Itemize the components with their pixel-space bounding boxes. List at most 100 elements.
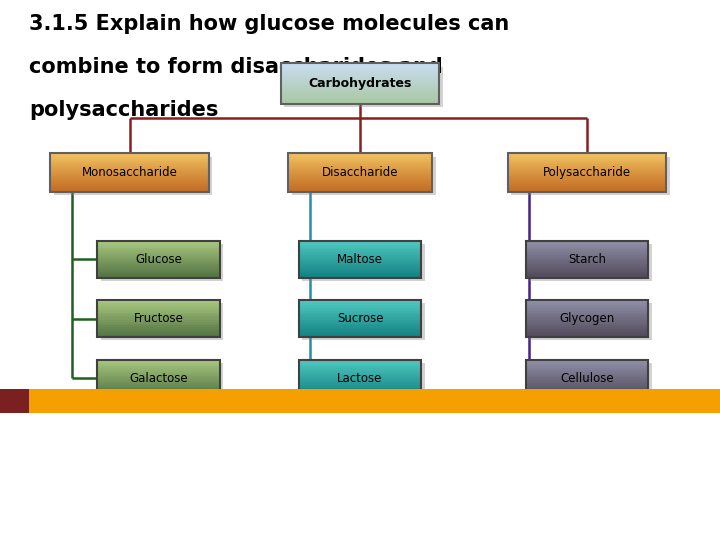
Bar [299,251,421,254]
Bar [284,66,443,107]
Bar [101,363,223,400]
Bar [299,394,421,396]
Bar [288,159,432,161]
Bar [97,300,220,302]
Bar [526,331,648,333]
Bar [97,313,220,315]
Bar [50,168,209,171]
Bar [97,305,220,308]
Bar [97,307,220,309]
Bar [299,255,421,258]
Bar [50,190,209,192]
Bar [526,374,648,376]
Bar [299,361,421,363]
Bar [526,259,648,261]
Bar [97,260,220,263]
Bar [299,370,421,373]
Bar [299,372,421,374]
Bar [97,359,220,361]
Bar [50,170,209,173]
Text: Galactose: Galactose [129,372,188,384]
Bar [299,307,421,309]
Bar [288,178,432,180]
Bar [526,305,648,308]
Bar [526,385,648,387]
Bar [526,364,648,367]
Bar [526,314,648,317]
Bar [288,168,432,171]
Bar [97,242,220,245]
Bar [97,269,220,272]
Bar [281,71,439,73]
Bar [526,273,648,276]
Bar [281,93,439,96]
Bar [299,364,421,367]
Bar [97,364,220,367]
Bar [50,165,209,167]
Bar [508,178,666,180]
Bar [299,309,421,311]
Bar [299,333,421,335]
Bar [526,326,648,328]
Bar [526,262,648,265]
Bar [299,259,421,261]
Bar [526,392,648,395]
Bar [526,249,648,252]
Bar [50,159,209,161]
Bar [97,268,220,270]
Bar [97,318,220,320]
Bar [526,301,648,304]
Bar [50,184,209,186]
Text: Monosaccharide: Monosaccharide [81,166,178,179]
Bar [299,329,421,332]
Bar [526,313,648,315]
Bar [299,320,421,322]
Text: Fructose: Fructose [133,312,184,325]
Bar [526,309,648,311]
Bar [50,182,209,185]
Bar [299,368,421,370]
Bar [508,172,666,175]
Bar [526,255,648,258]
Bar [526,269,648,272]
Bar [50,157,209,159]
Bar [288,180,432,183]
Bar [526,359,648,361]
Bar [526,367,648,369]
Bar [299,387,421,389]
Bar [281,99,439,102]
Bar [508,160,666,163]
Bar [508,168,666,171]
Bar [50,188,209,190]
Bar [299,327,421,329]
Bar [97,383,220,386]
Bar [288,165,432,167]
Bar [299,316,421,319]
Bar [288,174,432,177]
Bar [0,389,720,413]
Text: polysaccharides: polysaccharides [29,100,218,120]
Bar [97,333,220,335]
Bar [97,326,220,328]
Bar [299,379,421,382]
Bar [526,257,648,259]
Bar [526,253,648,255]
Bar [288,163,432,165]
Bar [508,190,666,192]
Bar [526,242,648,245]
Text: combine to form disaccharides and: combine to form disaccharides and [29,57,443,77]
Bar [299,322,421,324]
Bar [281,65,439,68]
Bar [0,389,29,413]
Bar [288,186,432,188]
Bar [299,310,421,313]
Bar [299,264,421,267]
Bar [508,166,666,169]
Text: Starch: Starch [568,253,606,266]
Bar [281,67,439,70]
Bar [97,240,220,242]
Bar [97,316,220,319]
Bar [302,363,425,400]
Bar [508,180,666,183]
Bar [50,180,209,183]
